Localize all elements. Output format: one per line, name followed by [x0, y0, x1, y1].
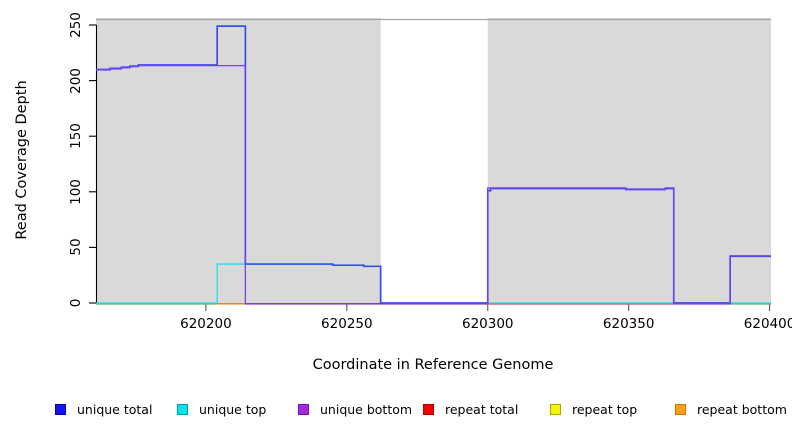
x-tick-label: 620200 — [180, 316, 232, 332]
legend-swatch-icon — [423, 404, 434, 415]
y-tick-label: 100 — [68, 178, 84, 205]
y-tick-label: 150 — [68, 123, 84, 150]
legend-swatch-icon — [55, 404, 66, 415]
y-tick-label: 0 — [68, 298, 84, 308]
legend-swatch-icon — [550, 404, 561, 415]
legend-label: repeat total — [445, 402, 519, 417]
background-band — [96, 18, 381, 303]
legend-label: unique top — [199, 402, 267, 417]
legend-item-unique-total: unique total — [55, 402, 152, 417]
legend-swatch-icon — [675, 404, 686, 415]
legend-label: repeat top — [572, 402, 638, 417]
legend-item-repeat-total: repeat total — [423, 402, 518, 417]
x-tick-label: 620350 — [602, 316, 655, 332]
legend-label: unique total — [77, 402, 153, 417]
background-band — [487, 18, 771, 303]
legend-item-unique-top: unique top — [177, 402, 266, 417]
legend-label: unique bottom — [320, 402, 413, 417]
legend-item-unique-bottom: unique bottom — [298, 402, 412, 417]
y-tick-label: 250 — [68, 12, 84, 38]
x-tick-label: 620300 — [461, 316, 514, 332]
legend-swatch-icon — [298, 404, 309, 415]
x-tick-label: 620400 — [743, 316, 792, 332]
x-axis-title: Coordinate in Reference Genome — [312, 357, 554, 373]
y-axis-title: Read Coverage Depth — [14, 80, 30, 240]
y-tick-label: 50 — [68, 238, 84, 256]
series-line-unique-bottom — [96, 64, 771, 305]
legend-item-repeat-bottom: repeat bottom — [675, 402, 787, 417]
legend-item-repeat-top: repeat top — [550, 402, 637, 417]
y-tick-label: 200 — [68, 67, 84, 94]
x-tick-label: 620250 — [321, 316, 373, 332]
legend-label: repeat bottom — [697, 402, 787, 417]
legend-swatch-icon — [177, 404, 188, 415]
